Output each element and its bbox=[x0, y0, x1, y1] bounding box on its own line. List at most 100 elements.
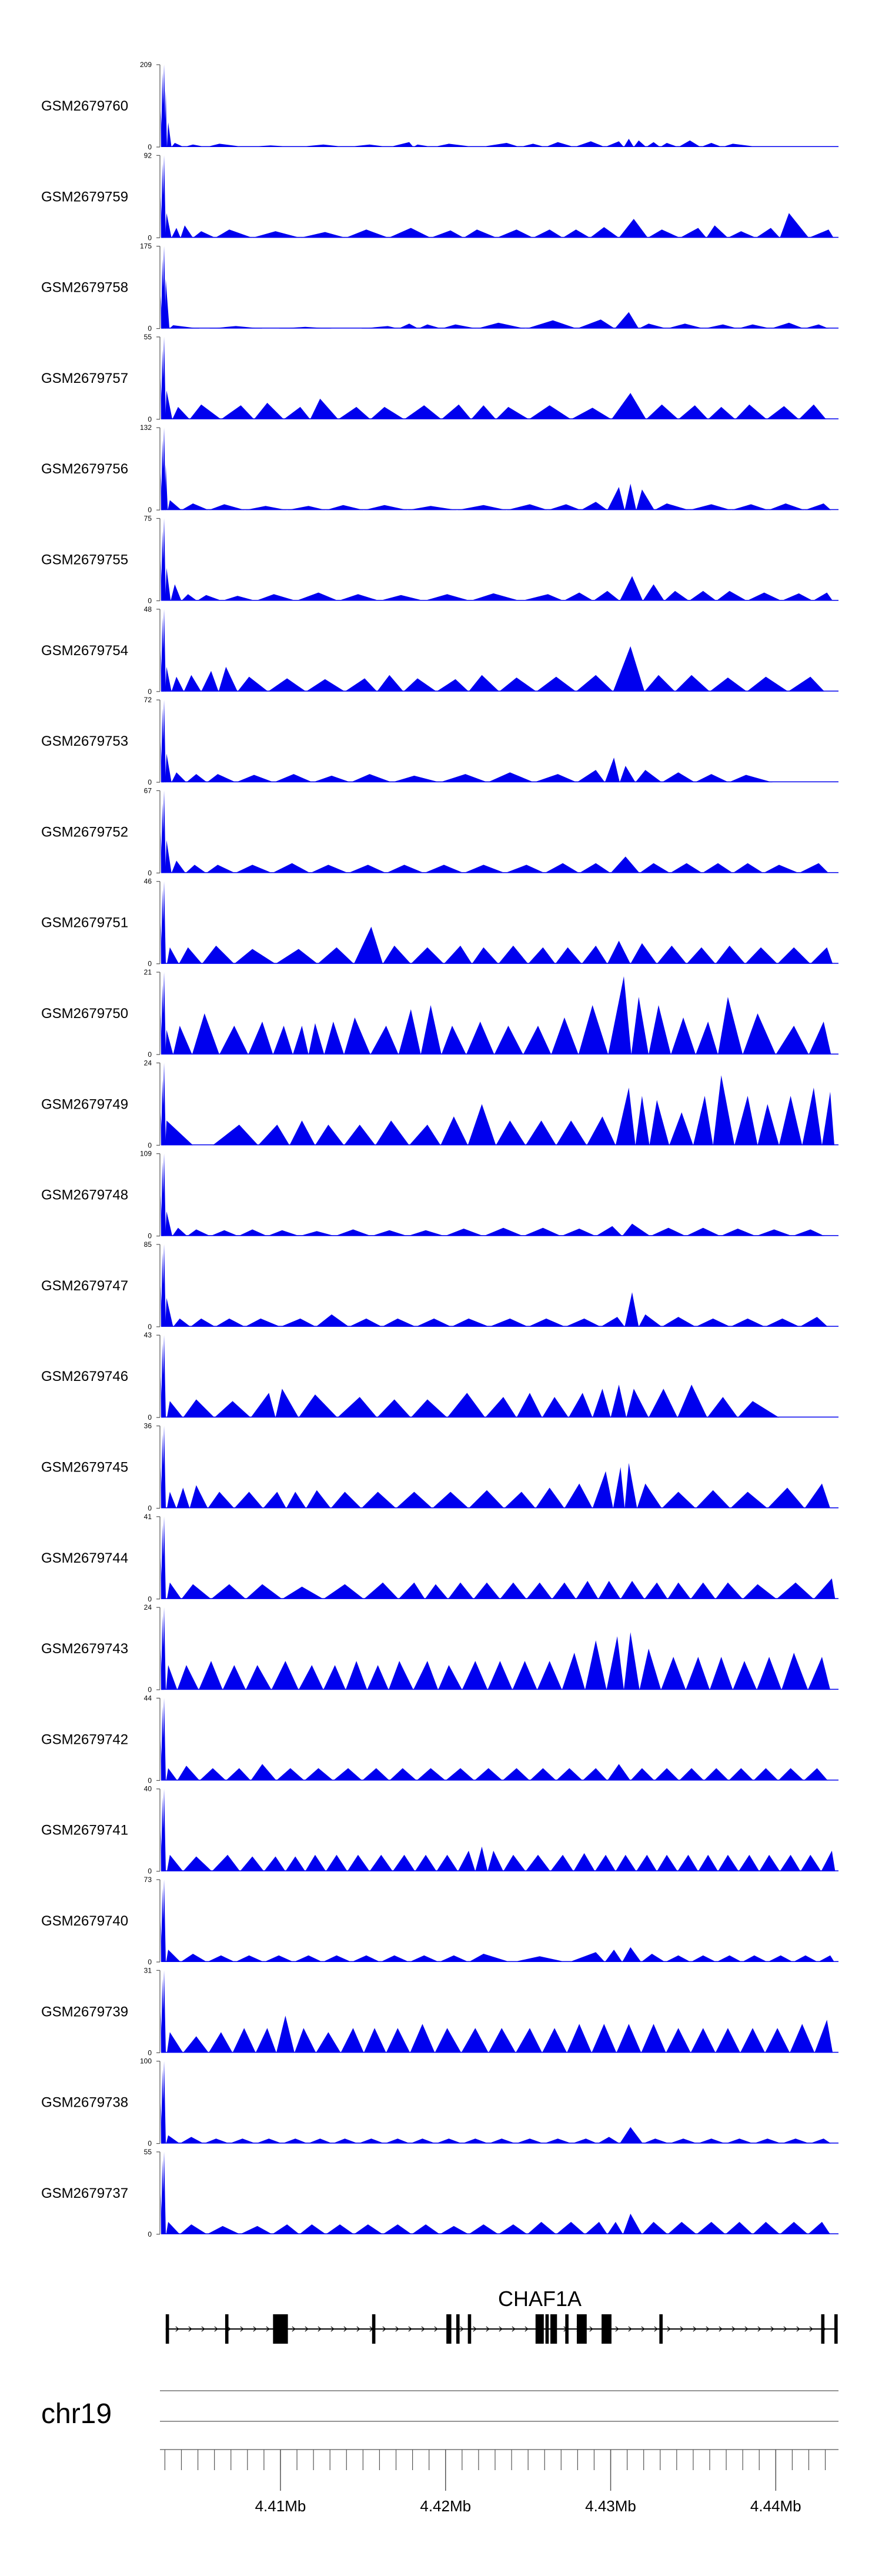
coverage-peak bbox=[636, 489, 654, 510]
coverage-peak bbox=[413, 1661, 439, 1690]
coverage-peak bbox=[276, 2016, 295, 2053]
coverage-peak bbox=[235, 1955, 264, 1962]
track-ymin-label: 0 bbox=[148, 1232, 152, 1240]
strand-arrow bbox=[693, 2326, 697, 2332]
coverage-peak bbox=[236, 775, 274, 783]
coverage-peak bbox=[326, 1854, 348, 1871]
coverage-peak bbox=[323, 1665, 346, 1690]
coverage-peak bbox=[722, 144, 760, 147]
coverage-peak bbox=[181, 594, 198, 601]
coverage-peak bbox=[312, 775, 351, 783]
coverage-peak bbox=[165, 1030, 173, 1055]
coverage-peak bbox=[639, 863, 670, 873]
coverage-peak bbox=[181, 225, 193, 238]
coverage-peak bbox=[162, 1063, 166, 1146]
coverage-peak bbox=[183, 144, 206, 147]
track-ymin-label: 0 bbox=[148, 2048, 152, 2057]
coverage-peak bbox=[166, 122, 172, 147]
coverage-peak bbox=[635, 1096, 650, 1146]
coverage-peak bbox=[615, 1854, 637, 1871]
coverage-peak bbox=[487, 772, 534, 783]
coverage-peak bbox=[725, 2221, 753, 2234]
track-GSM2679746: GSM2679746 43 0 bbox=[41, 1331, 838, 1422]
coverage-peak bbox=[525, 1120, 556, 1146]
coverage-peak bbox=[733, 1661, 757, 1690]
coverage-peak bbox=[666, 323, 704, 329]
coverage-peak bbox=[218, 666, 238, 692]
coverage-peak bbox=[494, 1026, 523, 1055]
coverage-peak bbox=[654, 503, 689, 510]
coverage-peak bbox=[445, 1768, 475, 1781]
coverage-peak bbox=[469, 1490, 505, 1509]
coverage-peak bbox=[379, 595, 425, 601]
coverage-peak bbox=[576, 319, 615, 329]
coverage-peak bbox=[523, 1227, 562, 1236]
coverage-peak bbox=[396, 1491, 433, 1509]
coverage-peak bbox=[666, 2028, 691, 2053]
coverage-peak bbox=[440, 1116, 468, 1146]
track-ymax-label: 46 bbox=[144, 877, 152, 886]
coverage-peak bbox=[470, 593, 520, 601]
coverage-peak bbox=[237, 676, 268, 692]
track-ymin-label: 0 bbox=[148, 1776, 152, 1784]
coverage-peak bbox=[698, 1854, 719, 1871]
strand-arrow bbox=[356, 2326, 360, 2332]
coverage-peak bbox=[686, 1227, 721, 1236]
track-label: GSM2679746 bbox=[41, 1369, 128, 1384]
coverage-peak bbox=[571, 408, 612, 419]
coverage-peak bbox=[483, 1227, 523, 1236]
coverage-peak bbox=[469, 675, 499, 692]
track-GSM2679756: GSM2679756 132 0 bbox=[41, 423, 838, 514]
coverage-peak bbox=[209, 326, 263, 329]
coverage-peak bbox=[189, 1485, 208, 1509]
coverage-peak bbox=[576, 770, 605, 783]
coverage-peak bbox=[179, 2137, 204, 2144]
chromosome-label: chr19 bbox=[41, 2398, 112, 2430]
strand-arrow bbox=[667, 2326, 671, 2332]
coverage-peak bbox=[498, 945, 529, 964]
coverage-peak bbox=[704, 1768, 729, 1781]
strand-arrow bbox=[253, 2326, 257, 2332]
coverage-peak bbox=[767, 1955, 793, 1962]
track-ymax-label: 75 bbox=[144, 515, 152, 523]
coverage-peak bbox=[162, 2061, 166, 2144]
coverage-peak bbox=[392, 1854, 415, 1871]
track-ymax-label: 48 bbox=[144, 605, 152, 613]
track-ymin-label: 0 bbox=[148, 1141, 152, 1149]
coverage-peak bbox=[386, 2028, 410, 2053]
track-ymin-label: 0 bbox=[148, 778, 152, 786]
coverage-peak bbox=[780, 2221, 808, 2234]
coverage-peak bbox=[308, 2138, 333, 2144]
coverage-peak bbox=[734, 1096, 758, 1146]
coverage-peak bbox=[432, 1491, 469, 1509]
coverage-peak bbox=[619, 766, 636, 783]
track-ymax-label: 55 bbox=[144, 2148, 152, 2156]
coverage-peak bbox=[677, 1384, 707, 1418]
coverage-peak bbox=[345, 229, 389, 238]
track-GSM2679753: GSM2679753 72 0 bbox=[41, 696, 838, 786]
coverage-peak bbox=[690, 1582, 716, 1599]
coverage-peak bbox=[757, 1104, 779, 1146]
coverage-peak bbox=[624, 483, 637, 510]
coverage-peak bbox=[496, 406, 529, 419]
gene-exon bbox=[467, 2314, 472, 2344]
coverage-peak bbox=[245, 506, 288, 510]
coverage-peak bbox=[473, 1582, 500, 1599]
track-GSM2679747: GSM2679747 85 0 bbox=[41, 1240, 838, 1331]
coverage-peak bbox=[527, 2221, 556, 2234]
coverage-peak bbox=[615, 1087, 636, 1146]
coverage-peak bbox=[294, 2028, 316, 2053]
strand-arrow bbox=[486, 2326, 490, 2332]
coverage-peak bbox=[809, 2138, 831, 2144]
coverage-peak bbox=[208, 1491, 235, 1509]
coverage-peak bbox=[739, 1854, 760, 1871]
coverage-peak bbox=[286, 1491, 306, 1509]
track-label: GSM2679752 bbox=[41, 824, 128, 840]
track-ymin-label: 0 bbox=[148, 1595, 152, 1603]
coverage-peak bbox=[177, 1665, 199, 1690]
coverage-peak bbox=[639, 1314, 662, 1327]
coverage-peak bbox=[697, 2138, 726, 2144]
coverage-peak bbox=[759, 1854, 780, 1871]
coverage-peak bbox=[193, 231, 216, 238]
coverage-peak bbox=[190, 1318, 216, 1327]
